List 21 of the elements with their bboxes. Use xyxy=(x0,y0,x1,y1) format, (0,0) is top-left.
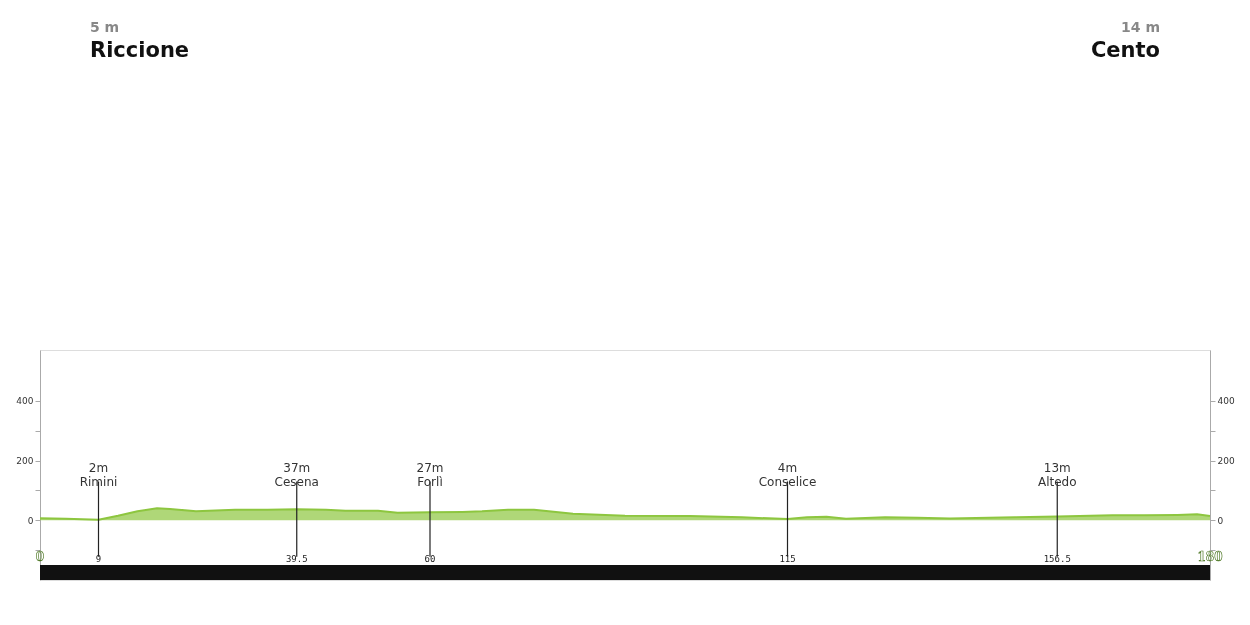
x-tick-label: 60 xyxy=(424,554,436,565)
x-tick-label: 115 xyxy=(779,554,796,565)
ref-line-label: 2m Rimini xyxy=(79,461,118,490)
y-tick-label: 200 xyxy=(16,456,34,467)
ref-line-label: 13m Altedo xyxy=(1037,461,1077,490)
ref-line-label: 27m Forlì xyxy=(416,461,444,490)
text: 14 m xyxy=(1121,19,1160,35)
text: Riccione xyxy=(90,38,190,62)
x-tick-label: 0 xyxy=(35,550,45,565)
x-tick-label: 180 xyxy=(1197,550,1223,565)
y2-tick-label: 0 xyxy=(1217,515,1224,526)
ref-line-label: 4m Conselice xyxy=(758,461,817,490)
y2-tick-label: 400 xyxy=(1217,396,1235,407)
ref-line-label: 37m Cesena xyxy=(274,461,319,490)
x-tick-label: 39.5 xyxy=(285,554,308,565)
y2-tick-label: 200 xyxy=(1217,456,1235,467)
x-tick-label: 156.5 xyxy=(1043,554,1071,565)
y-tick-label: 0 xyxy=(27,515,34,526)
text: Cento xyxy=(1090,38,1160,62)
text: 5 m xyxy=(90,19,120,35)
y-tick-label: 400 xyxy=(16,396,34,407)
